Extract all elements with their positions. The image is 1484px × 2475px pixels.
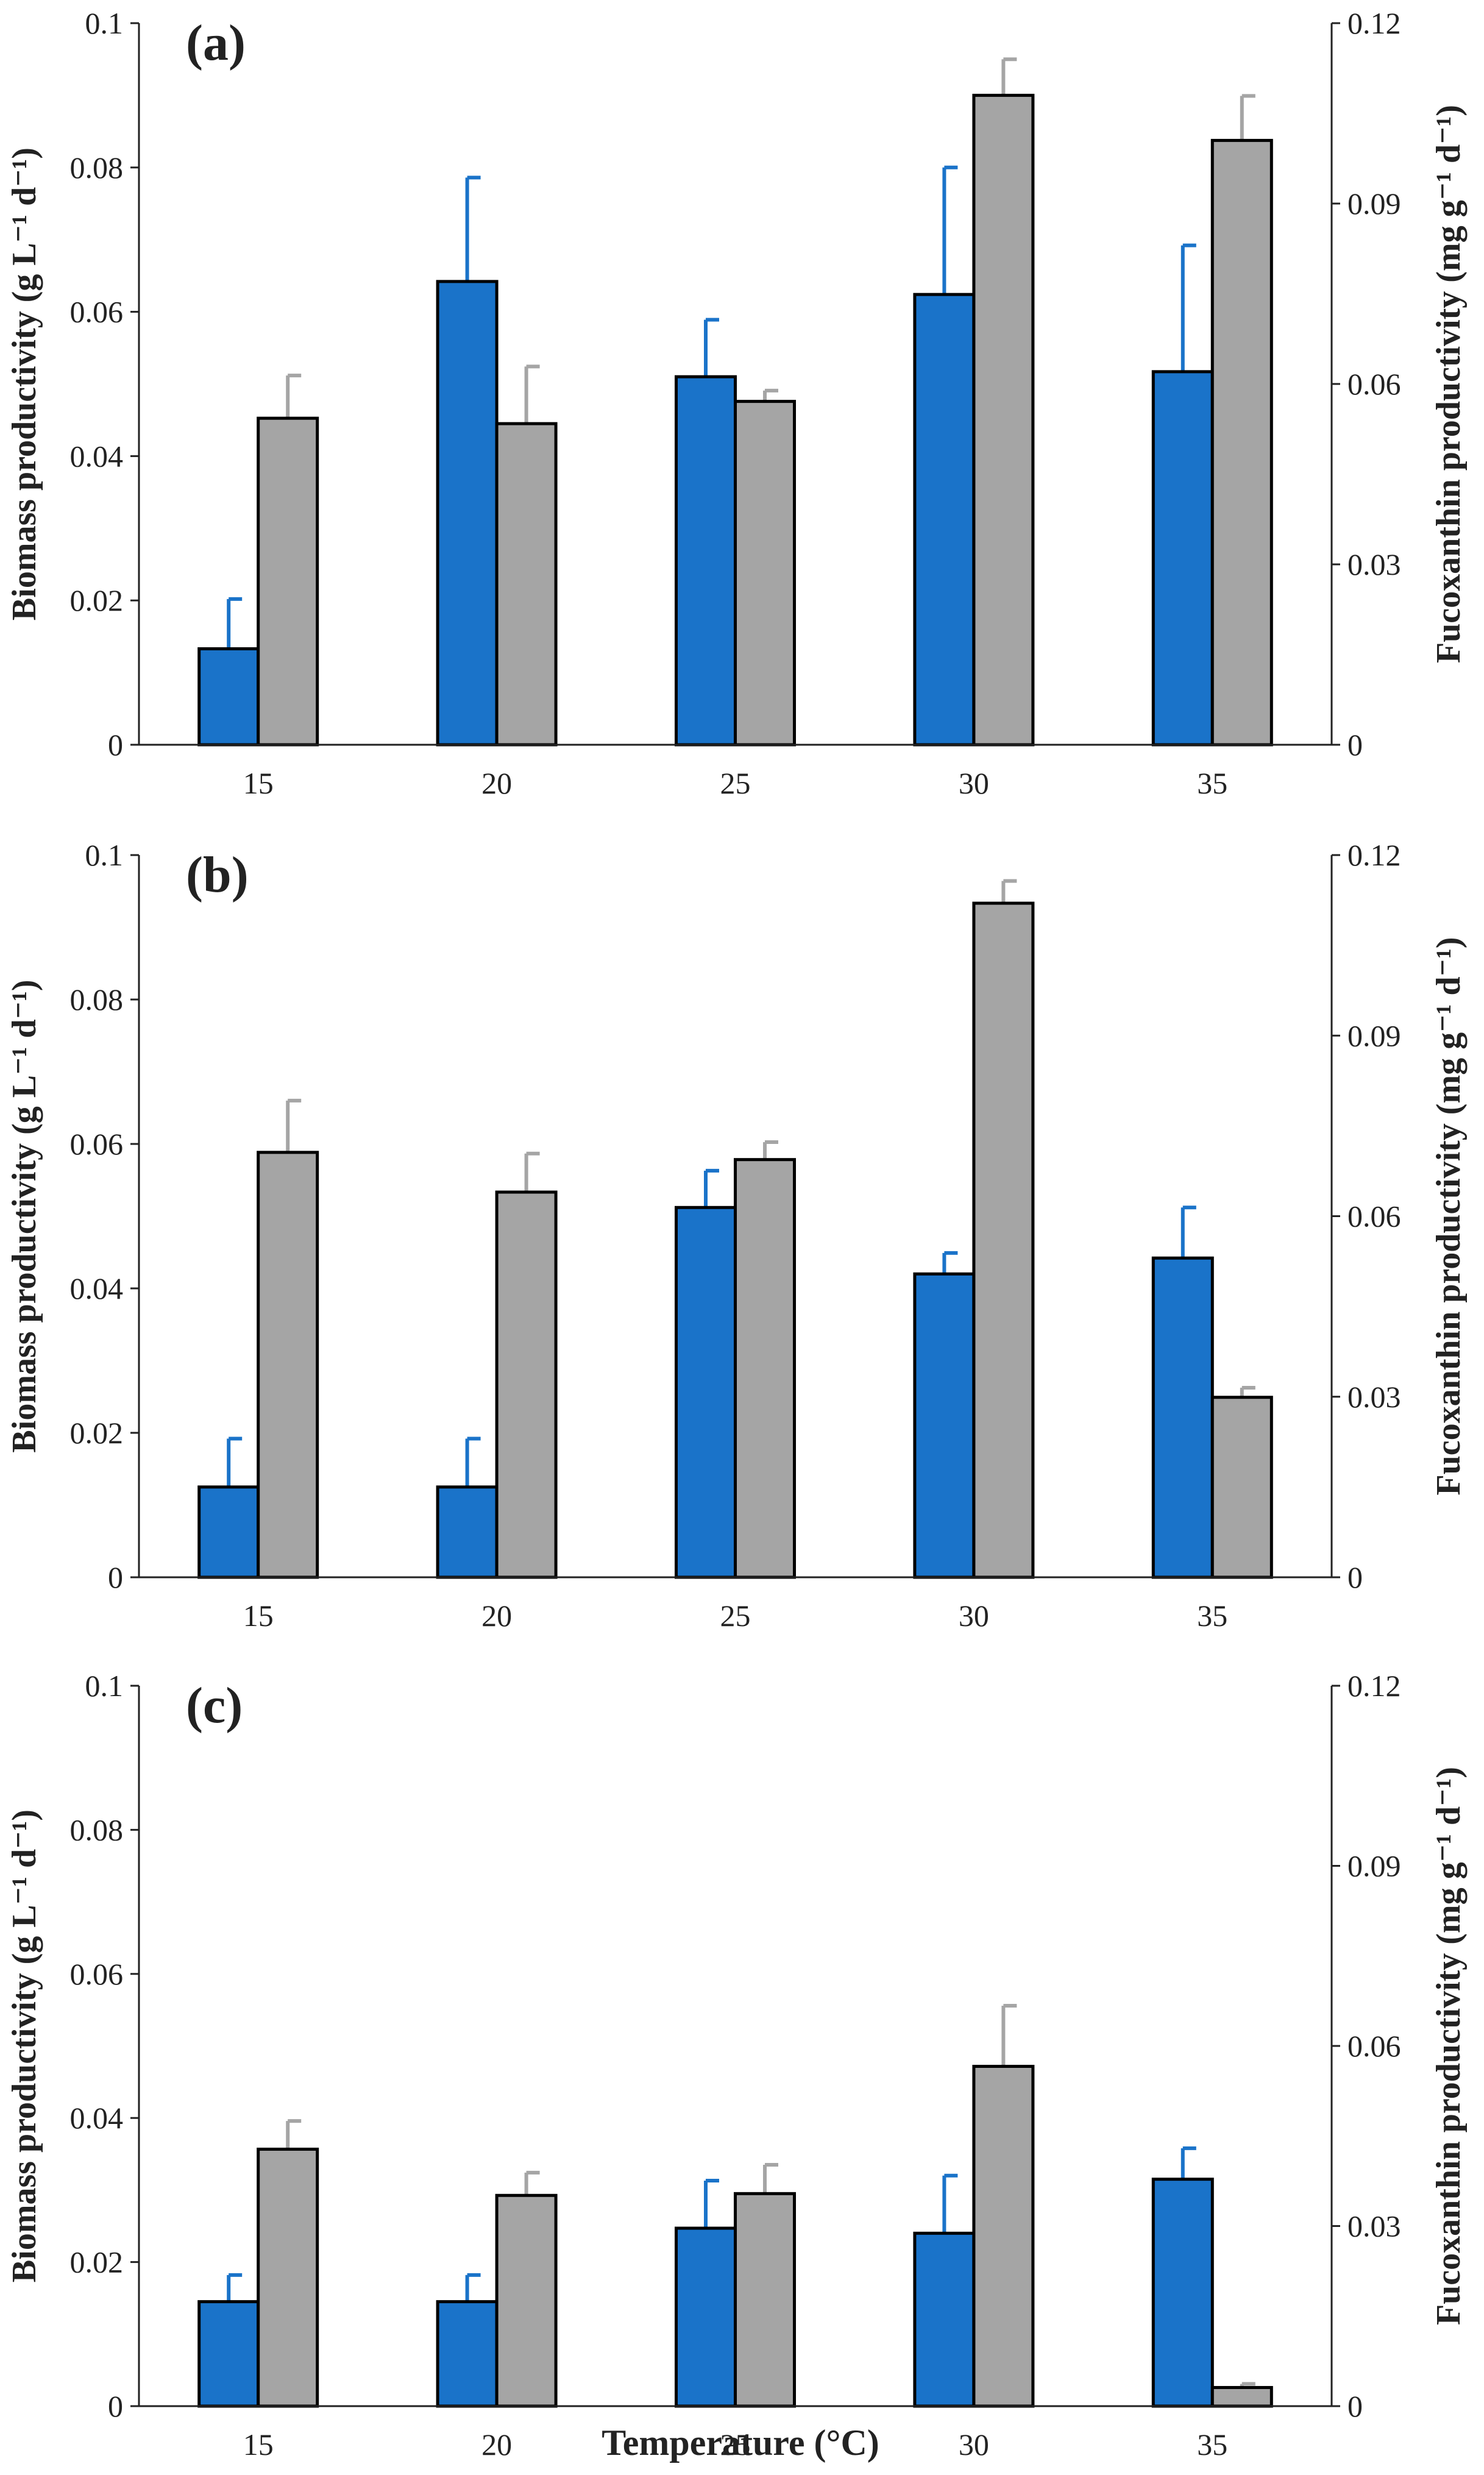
- x-tick-label: 20: [481, 2427, 512, 2462]
- bar-biomass-35: [1151, 370, 1214, 747]
- bar-biomass-15: [197, 2300, 260, 2408]
- right-tick-label: 0: [1347, 1560, 1363, 1594]
- bar-biomass-25: [675, 375, 737, 747]
- bar-biomass-35: [1151, 2178, 1214, 2408]
- left-tick-label: 0.08: [70, 982, 124, 1017]
- right-tick-label: 0.03: [1347, 2209, 1401, 2243]
- bar-fucoxanthin-35: [1210, 138, 1273, 747]
- bar-fucoxanthin-30: [972, 901, 1035, 1579]
- right-tick-label: 0.03: [1347, 547, 1401, 581]
- right-tick-label: 0.06: [1347, 2029, 1401, 2063]
- x-tick-label: 35: [1197, 766, 1227, 800]
- right-tick-label: 0.09: [1347, 1018, 1401, 1053]
- right-tick-label: 0.06: [1347, 1199, 1401, 1234]
- left-tick-label: 0.08: [70, 151, 124, 185]
- right-axis-title: Fucoxanthin productivity (mg g⁻¹ d⁻¹): [1430, 105, 1468, 663]
- left-tick-label: 0: [108, 728, 123, 762]
- right-axis-title: Fucoxanthin productivity (mg g⁻¹ d⁻¹): [1430, 1767, 1468, 2325]
- bar-fucoxanthin-15: [257, 416, 319, 747]
- bar-biomass-30: [913, 1272, 976, 1579]
- left-axis-title: Biomass productivity (g L⁻¹ d⁻¹): [5, 1809, 43, 2282]
- panel-label: (a): [186, 15, 246, 71]
- panel-c: 0 0.02 0.04 0.06 0.08 0.1 0 0.03 0.06 0.09 0.12 15 2…: [5, 1669, 1468, 2462]
- bar-fucoxanthin-25: [734, 2192, 796, 2408]
- x-tick-label: 30: [959, 2427, 989, 2462]
- bar-fucoxanthin-20: [495, 1190, 558, 1579]
- x-tick-label: 25: [720, 766, 751, 800]
- left-tick-label: 0.02: [70, 1416, 124, 1450]
- left-tick-label: 0.06: [70, 1957, 124, 1991]
- right-tick-label: 0: [1347, 728, 1363, 762]
- right-tick-label: 0.03: [1347, 1380, 1401, 1414]
- right-tick-label: 0.12: [1347, 838, 1401, 872]
- left-tick-label: 0: [108, 1560, 123, 1594]
- x-tick-label: 30: [959, 766, 989, 800]
- x-axis-title: Temperature (°C): [602, 2423, 879, 2463]
- left-tick-label: 0.1: [85, 1669, 124, 1703]
- left-axis-title: Biomass productivity (g L⁻¹ d⁻¹): [5, 979, 43, 1452]
- bar-fucoxanthin-35: [1210, 1396, 1273, 1579]
- left-tick-label: 0.04: [70, 2101, 124, 2135]
- panel-a: 0 0.02 0.04 0.06 0.08 0.1 0 0.03 0.06 0.09 0.12 15 2…: [5, 6, 1468, 800]
- bar-biomass-25: [675, 2226, 737, 2408]
- x-tick-label: 15: [243, 1599, 274, 1633]
- left-axis-title: Biomass productivity (g L⁻¹ d⁻¹): [5, 147, 43, 620]
- left-tick-label: 0.1: [85, 6, 124, 40]
- panel-label: (c): [186, 1677, 243, 1734]
- right-tick-label: 0.12: [1347, 6, 1401, 40]
- panel-b: 0 0.02 0.04 0.06 0.08 0.1 0 0.03 0.06 0.09 0.12 15 2…: [5, 838, 1468, 1633]
- x-tick-label: 35: [1197, 2427, 1227, 2462]
- bar-biomass-30: [913, 2231, 976, 2408]
- bar-fucoxanthin-15: [257, 1151, 319, 1579]
- x-tick-label: 30: [959, 1599, 989, 1633]
- right-tick-label: 0: [1347, 2389, 1363, 2423]
- x-tick-label: 20: [481, 766, 512, 800]
- left-tick-label: 0.04: [70, 439, 124, 473]
- bar-biomass-20: [436, 1485, 499, 1579]
- bar-fucoxanthin-20: [495, 2193, 558, 2408]
- bar-fucoxanthin-35: [1210, 2385, 1273, 2408]
- bar-biomass-30: [913, 293, 976, 747]
- x-tick-label: 25: [720, 1599, 751, 1633]
- x-tick-label: 15: [243, 2427, 274, 2462]
- left-tick-label: 0.02: [70, 2245, 124, 2279]
- right-tick-label: 0.12: [1347, 1669, 1401, 1703]
- right-tick-label: 0.09: [1347, 1849, 1401, 1883]
- bar-biomass-15: [197, 647, 260, 747]
- x-tick-label: 20: [481, 1599, 512, 1633]
- left-tick-label: 0.06: [70, 295, 124, 329]
- left-tick-label: 0.02: [70, 583, 124, 617]
- left-tick-label: 0.06: [70, 1127, 124, 1161]
- bar-fucoxanthin-30: [972, 93, 1035, 747]
- bar-biomass-15: [197, 1485, 260, 1579]
- bar-biomass-25: [675, 1206, 737, 1579]
- bar-fucoxanthin-30: [972, 2064, 1035, 2408]
- x-tick-label: 35: [1197, 1599, 1227, 1633]
- right-tick-label: 0.09: [1347, 186, 1401, 221]
- bar-biomass-35: [1151, 1256, 1214, 1579]
- left-tick-label: 0.04: [70, 1271, 124, 1305]
- left-tick-label: 0.08: [70, 1813, 124, 1847]
- bar-biomass-20: [436, 280, 499, 747]
- right-tick-label: 0.06: [1347, 367, 1401, 401]
- bar-fucoxanthin-20: [495, 422, 558, 747]
- panel-label: (b): [186, 847, 249, 903]
- x-tick-label: 25: [720, 2427, 751, 2462]
- bar-fucoxanthin-25: [734, 400, 796, 747]
- x-tick-label: 15: [243, 766, 274, 800]
- left-tick-label: 0.1: [85, 838, 124, 872]
- right-axis-title: Fucoxanthin productivity (mg g⁻¹ d⁻¹): [1430, 937, 1468, 1495]
- left-tick-label: 0: [108, 2389, 123, 2423]
- bar-biomass-20: [436, 2300, 499, 2408]
- bar-fucoxanthin-15: [257, 2147, 319, 2408]
- bar-fucoxanthin-25: [734, 1158, 796, 1579]
